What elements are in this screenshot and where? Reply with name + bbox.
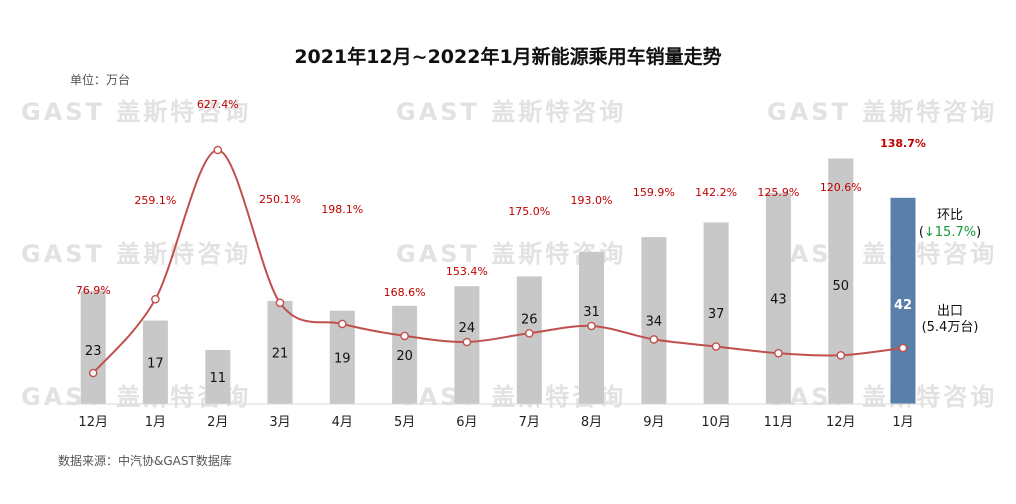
growth-rate-label: 142.2%: [695, 186, 737, 199]
mom-label: 环比: [937, 208, 963, 223]
bar-value-label: 24: [459, 321, 476, 336]
line-point: [898, 343, 908, 353]
bar: [80, 291, 106, 404]
line-point: [525, 328, 534, 338]
line-point: [774, 348, 783, 358]
x-tick-label: 7月: [519, 415, 540, 430]
bar: [703, 222, 729, 404]
growth-rate-label: 168.6%: [384, 286, 426, 299]
x-tick-label: 10月: [701, 415, 731, 430]
watermark-text: GAST 盖斯特咨询: [21, 240, 251, 268]
bar-value-label: 11: [210, 371, 227, 386]
x-tick-label: 4月: [332, 415, 353, 430]
mom-value: (↓15.7%): [919, 225, 981, 240]
mom-close-paren: ): [976, 225, 981, 240]
bar-value-label: 26: [521, 312, 538, 327]
x-tick-label: 8月: [581, 415, 602, 430]
chart-title: 2021年12月~2022年1月新能源乘用车销量走势: [294, 45, 721, 68]
export-label: 出口: [937, 304, 963, 319]
x-tick-label: 1月: [145, 415, 166, 430]
export-value: (5.4万台): [922, 320, 979, 335]
x-tick-label: 5月: [394, 415, 415, 430]
x-tick-label: 2月: [207, 415, 228, 430]
bar-value-label: 37: [708, 307, 725, 322]
bar-value-label: 42: [894, 298, 912, 313]
bar: [890, 197, 916, 404]
x-tick-label: 9月: [643, 415, 664, 430]
line-point: [88, 368, 98, 378]
bar-value-label: 21: [272, 347, 289, 362]
growth-rate-label: 138.7%: [880, 137, 926, 150]
bar: [765, 192, 791, 404]
bar: [392, 305, 418, 404]
bar-value-label: 23: [85, 344, 102, 359]
growth-rate-label: 120.6%: [820, 181, 862, 194]
bar-value-label: 43: [770, 293, 787, 308]
mom-change-value: ↓15.7%: [924, 225, 976, 240]
watermark-text: GAST 盖斯特咨询: [396, 98, 626, 126]
x-axis-ticks: 12月 1月 2月 3月 4月 5月 6月 7月 8月 9月 10月 11月 12月 1月: [78, 415, 913, 430]
bar: [267, 300, 293, 404]
growth-rate-label: 175.0%: [508, 205, 550, 218]
growth-rate-label: 159.9%: [633, 186, 675, 199]
watermark-text: GAST 盖斯特咨询: [21, 98, 251, 126]
bar: [205, 350, 231, 404]
line-point: [462, 337, 472, 347]
x-tick-label: 12月: [826, 415, 856, 430]
bar-value-label: 31: [583, 305, 600, 320]
line-point: [400, 331, 409, 341]
bar: [641, 237, 667, 404]
line-point: [836, 350, 846, 360]
growth-rate-label: 198.1%: [321, 203, 363, 216]
bar-value-label: 17: [147, 356, 164, 371]
bar: [828, 158, 854, 404]
line-point: [275, 298, 285, 308]
growth-rate-labels: 76.9% 259.1% 627.4% 250.1% 198.1% 168.6% 153.4…: [76, 98, 926, 299]
unit-label: 单位：万台: [70, 72, 130, 87]
bar-value-label: 19: [334, 351, 351, 366]
growth-rate-label: 250.1%: [259, 193, 301, 206]
line-point: [151, 294, 160, 304]
x-tick-label: 3月: [269, 415, 290, 430]
watermark-layer: GAST 盖斯特咨询 GAST 盖斯特咨询 GAST 盖斯特咨询 GAST 盖斯特咨询…: [21, 98, 997, 411]
watermark-text: GAST 盖斯特咨询: [767, 383, 997, 411]
growth-rate-label: 193.0%: [571, 194, 613, 207]
line-point: [213, 145, 223, 155]
x-tick-label: 1月: [892, 415, 913, 430]
x-tick-label: 6月: [456, 415, 477, 430]
growth-rate-label: 259.1%: [134, 194, 176, 207]
x-tick-label: 12月: [78, 415, 108, 430]
growth-rate-label: 76.9%: [76, 284, 111, 297]
growth-line: [92, 148, 904, 374]
bar-value-label: 50: [833, 279, 850, 294]
bar-value-labels: 23 17 11 21 19 20 24 26 31 34 37 43 50 42: [85, 279, 912, 386]
bar-value-label: 20: [396, 349, 413, 364]
watermark-text: GAST 盖斯特咨询: [767, 98, 997, 126]
line-point: [587, 321, 596, 331]
growth-line-series: [88, 145, 908, 378]
mom-open-paren: (: [919, 225, 924, 240]
growth-rate-label: 627.4%: [197, 98, 239, 111]
bar: [516, 276, 542, 404]
growth-rate-label: 153.4%: [446, 265, 488, 278]
line-point: [649, 335, 659, 344]
x-tick-label: 11月: [764, 415, 794, 430]
source-label: 数据来源：中汽协&GAST数据库: [58, 453, 232, 468]
watermark-text: GAST 盖斯特咨询: [767, 240, 997, 268]
line-point: [711, 342, 721, 351]
growth-rate-label: 125.9%: [757, 186, 799, 199]
bar-series: [80, 158, 916, 404]
bar-value-label: 34: [646, 315, 663, 330]
line-point: [337, 319, 347, 329]
bar: [142, 320, 168, 404]
